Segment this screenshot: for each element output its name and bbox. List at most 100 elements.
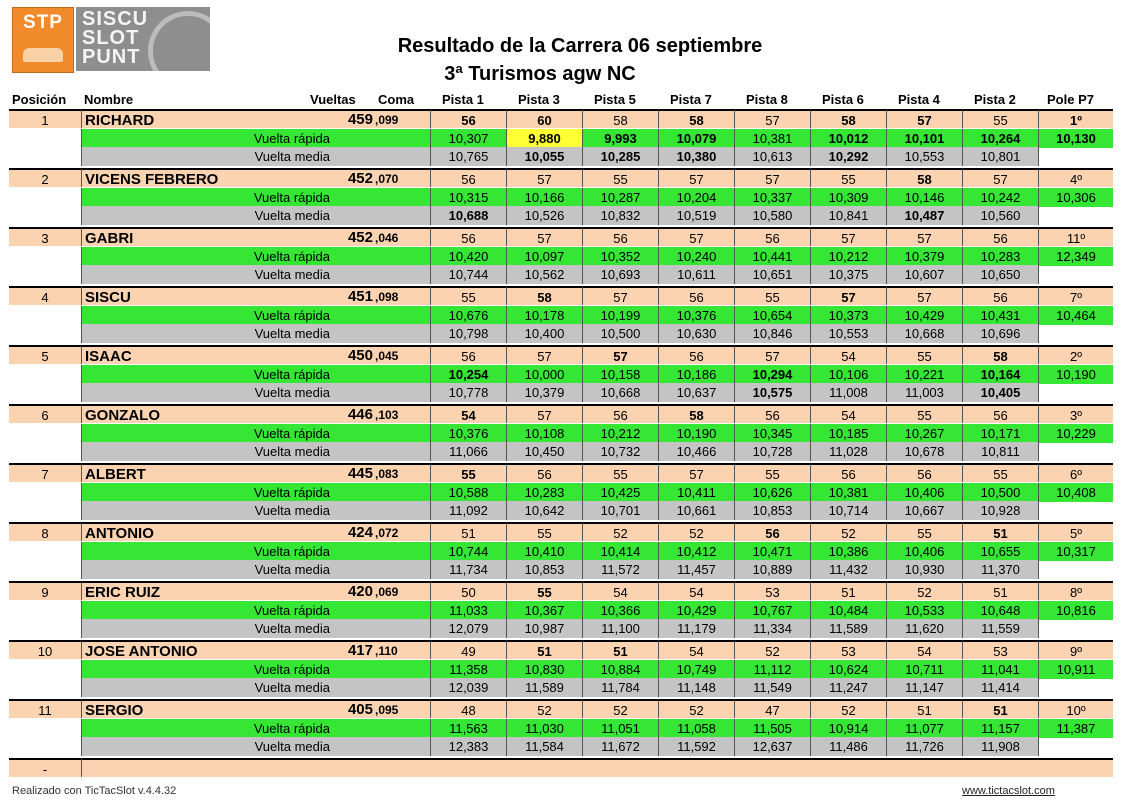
position-blank: [9, 619, 81, 638]
laps-pista: 58: [886, 168, 962, 187]
avg-lap-time: 12,079: [430, 619, 506, 638]
avg-lap-time: 11,559: [962, 619, 1038, 638]
driver-name: ANTONIO: [81, 522, 430, 541]
laps-pista: 56: [430, 227, 506, 246]
avg-lap-time: 10,889: [734, 560, 810, 579]
pole-position: 9º: [1038, 640, 1113, 659]
avg-lap-time: 10,607: [886, 265, 962, 284]
avg-lap-time: 10,400: [506, 324, 582, 343]
position-blank: [9, 383, 81, 402]
driver-row: 4 SISCU 451,098 55 58 57 56 55 57 57 56 7º: [9, 286, 1113, 305]
fast-lap-time: 10,171: [962, 424, 1038, 443]
pole-fast-lap: 10,816: [1038, 601, 1113, 620]
fast-lap-time: 10,406: [886, 483, 962, 502]
fast-lap-row: Vuelta rápida 10,588 10,283 10,425 10,411 10,…: [9, 483, 1113, 502]
laps-pista: 54: [582, 581, 658, 600]
pole-blank: [1038, 383, 1113, 402]
logo-line-3: PUNT: [82, 46, 141, 68]
avg-lap-time: 11,092: [430, 501, 506, 520]
fast-lap-row: Vuelta rápida 11,033 10,367 10,366 10,429 10,…: [9, 601, 1113, 620]
fast-lap-time: 10,431: [962, 306, 1038, 325]
laps-pista: 58: [658, 404, 734, 423]
avg-lap-time: 11,584: [506, 737, 582, 756]
avg-lap-row: Vuelta media 12,079 10,987 11,100 11,179 11,3…: [9, 619, 1113, 638]
total-laps: 451: [347, 288, 373, 305]
avg-lap-time: 11,620: [886, 619, 962, 638]
fast-lap-time: 10,190: [658, 424, 734, 443]
fast-lap-time: 10,484: [810, 601, 886, 620]
laps-pista: 51: [810, 581, 886, 600]
footer-link[interactable]: www.tictacslot.com: [962, 785, 1055, 797]
avg-lap-time: 12,637: [734, 737, 810, 756]
fast-lap-time: 10,767: [734, 601, 810, 620]
laps-pista: 57: [582, 286, 658, 305]
driver-row: 8 ANTONIO 424,072 51 55 52 52 56 52 55 51 5º: [9, 522, 1113, 541]
fast-lap-time: 10,749: [658, 660, 734, 679]
pole-position: 1º: [1038, 109, 1113, 128]
avg-lap-time: 10,841: [810, 206, 886, 225]
siscu-slot-punt-logo: SISCU SLOT PUNT: [76, 7, 210, 71]
pole-position: 4º: [1038, 168, 1113, 187]
fast-lap-time: 10,337: [734, 188, 810, 207]
fast-lap-time: 10,158: [582, 365, 658, 384]
fast-lap-time: 10,307: [430, 129, 506, 148]
avg-lap-time: 10,811: [962, 442, 1038, 461]
position: 10: [9, 640, 81, 659]
total-laps: 446: [347, 406, 373, 423]
fast-lap-time: 10,376: [658, 306, 734, 325]
fast-lap-time: 10,267: [886, 424, 962, 443]
pole-blank: [1038, 324, 1113, 343]
avg-lap-time: 10,466: [658, 442, 734, 461]
avg-lap-time: 10,668: [582, 383, 658, 402]
laps-pista: 51: [506, 640, 582, 659]
avg-lap-time: 10,765: [430, 147, 506, 166]
laps-pista: 56: [734, 227, 810, 246]
avg-lap-row: Vuelta media 10,765 10,055 10,285 10,380 10,6…: [9, 147, 1113, 166]
avg-lap-time: 10,405: [962, 383, 1038, 402]
avg-lap-time: 11,908: [962, 737, 1038, 756]
fast-lap-row: Vuelta rápida 10,420 10,097 10,352 10,240 10,…: [9, 247, 1113, 266]
laps-pista: 56: [734, 522, 810, 541]
footer-link-text[interactable]: www.tictacslot.com: [962, 785, 1055, 797]
avg-lap-time: 10,930: [886, 560, 962, 579]
avg-lap-time: 10,487: [886, 206, 962, 225]
total-laps: 450: [347, 347, 373, 364]
fast-lap-label: Vuelta rápida: [81, 424, 430, 443]
driver-name: GABRI: [81, 227, 430, 246]
position-blank: [9, 719, 81, 738]
position: 8: [9, 522, 81, 541]
avg-lap-row: Vuelta media 11,734 10,853 11,572 11,457 10,8…: [9, 560, 1113, 579]
laps-pista: 57: [962, 168, 1038, 187]
laps-pista: 55: [430, 286, 506, 305]
avg-lap-time: 11,147: [886, 678, 962, 697]
fast-lap-row: Vuelta rápida 10,307 9,880 9,993 10,079 10,38…: [9, 129, 1113, 148]
position-blank: [9, 129, 81, 148]
fast-lap-time: 10,097: [506, 247, 582, 266]
fast-lap-time: 10,410: [506, 542, 582, 561]
avg-lap-time: 10,853: [506, 560, 582, 579]
fast-lap-label: Vuelta rápida: [81, 660, 430, 679]
laps-pista: 57: [506, 345, 582, 364]
fast-lap-row: Vuelta rápida 10,315 10,166 10,287 10,204 10,…: [9, 188, 1113, 207]
laps-pista: 57: [658, 463, 734, 482]
total-laps: 445: [347, 465, 373, 482]
fast-lap-time: 10,352: [582, 247, 658, 266]
laps-pista: 58: [658, 109, 734, 128]
fast-lap-time: 11,358: [430, 660, 506, 679]
avg-lap-time: 10,526: [506, 206, 582, 225]
fast-lap-time: 10,624: [810, 660, 886, 679]
header-pista: Pista 3: [518, 92, 560, 107]
avg-lap-time: 10,798: [430, 324, 506, 343]
fast-lap-time: 10,294: [734, 365, 810, 384]
laps-pista: 55: [962, 463, 1038, 482]
laps-pista: 51: [430, 522, 506, 541]
position-blank: [9, 660, 81, 679]
laps-pista: 52: [810, 522, 886, 541]
avg-lap-label: Vuelta media: [81, 324, 430, 343]
header-pista: Pista 8: [746, 92, 788, 107]
pole-fast-lap: 10,911: [1038, 660, 1113, 679]
stp-logo-text: STP: [23, 12, 63, 33]
total-laps: 420: [347, 583, 373, 600]
avg-lap-time: 10,693: [582, 265, 658, 284]
avg-lap-time: 12,039: [430, 678, 506, 697]
